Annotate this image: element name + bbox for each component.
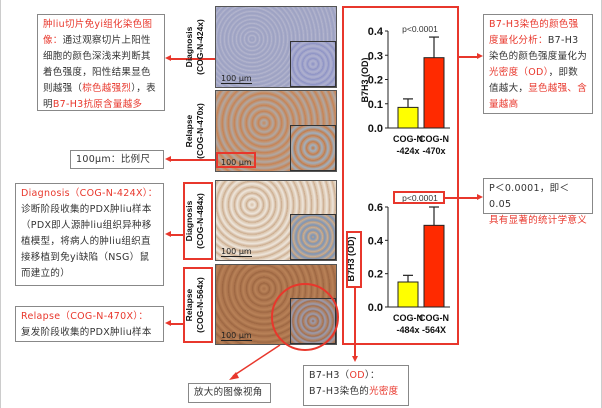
y-tick-label: 0.2 bbox=[368, 269, 383, 281]
y-tick-label: 0.0 bbox=[368, 302, 383, 314]
scale-bar-annotation: 100μm：比例尺 bbox=[70, 150, 164, 169]
y-axis-label: B7H3 (OD) bbox=[360, 57, 370, 102]
ihc-annotation: 肿liu切片免yi组化染色图像：通过观察切片上阳性细胞的颜色深浅来判断其着色强度… bbox=[37, 14, 165, 111]
relapse-body: 复发阶段收集的PDX肿liu样本 bbox=[21, 327, 152, 338]
quant-mid: ，即数值越大， bbox=[489, 67, 579, 94]
od-annotation: B7-H3（OD）： B7-H3染色的光密度 bbox=[303, 365, 409, 406]
arrow-icon bbox=[165, 156, 171, 162]
label-highlight bbox=[183, 182, 213, 260]
diagnosis-annotation: Diagnosis（COG-N-424X）： 诊断阶段收集的PDX肿liu样本（P… bbox=[15, 183, 164, 286]
scale-bar: 100 µm bbox=[221, 331, 252, 341]
x-tick-label: -564X bbox=[422, 325, 446, 335]
arrow-icon bbox=[165, 231, 171, 237]
x-tick-label: -470x bbox=[422, 146, 445, 156]
diagnosis-title: Diagnosis（COG-N-424X）： bbox=[21, 188, 158, 199]
quant-highlight: 光密度（OD） bbox=[489, 67, 549, 78]
ihc-title: 肿liu切片免yi组化染色图像： bbox=[43, 19, 153, 46]
x-tick-label: COG-N bbox=[419, 313, 449, 323]
x-tick-label: COG-N bbox=[419, 134, 449, 144]
zoom-view-annotation: 放大的图像视角 bbox=[188, 383, 271, 403]
ihc-highlight: 棕色越强烈 bbox=[82, 83, 132, 94]
p-value-label: p<0.0001 bbox=[402, 24, 438, 34]
bar bbox=[423, 224, 445, 308]
x-tick-label: -484x bbox=[396, 325, 419, 335]
quant-annotation: B7-H3染色的颜色强度量化分析：B7-H3染色的颜色强度量化为光密度（OD），… bbox=[483, 14, 593, 114]
y-tick-label: 0.3 bbox=[368, 50, 383, 62]
ylabel-highlight bbox=[346, 231, 362, 288]
bar bbox=[397, 106, 419, 129]
scale-bar-highlight bbox=[216, 152, 256, 168]
y-tick-label: 0.6 bbox=[368, 202, 383, 214]
arrow-icon bbox=[477, 53, 483, 59]
arrow-icon bbox=[165, 320, 171, 326]
connector bbox=[171, 323, 183, 325]
zoom-inset bbox=[290, 41, 336, 87]
connector bbox=[171, 234, 183, 236]
zoom-inset bbox=[290, 125, 336, 171]
label-highlight bbox=[183, 267, 213, 343]
pvalue-line2: 具有显著的统计学意义 bbox=[489, 215, 588, 226]
y-tick-label: 0.4 bbox=[368, 26, 384, 38]
x-tick-label: COG-N bbox=[393, 134, 423, 144]
ihc-body: 通过观察切片上阳性细胞的颜色深浅来判断其着色强度，阳性结果显色则越强（ bbox=[43, 35, 151, 94]
y-axis-label: B7H3 (OD) bbox=[346, 236, 356, 281]
x-tick-label: COG-N bbox=[393, 313, 423, 323]
quant-title: B7-H3染色的颜色强度量化分析： bbox=[489, 19, 579, 46]
pvalue-line1: P＜0.0001，即＜0.05 bbox=[489, 183, 570, 210]
y-tick-label: 0.4 bbox=[368, 235, 384, 247]
quant-highlight2: 显色越强、含量越高 bbox=[489, 83, 588, 110]
scale-bar: 100 µm bbox=[221, 247, 252, 257]
arrow-icon bbox=[477, 194, 483, 200]
connector bbox=[459, 56, 478, 58]
zoom-circle bbox=[271, 283, 339, 351]
scale-bar: 100 µm bbox=[221, 74, 252, 84]
relapse-annotation: Relapse（COG-N-470X）： 复发阶段收集的PDX肿liu样本 bbox=[15, 306, 164, 342]
arrow-icon bbox=[165, 55, 171, 61]
diagnosis-body: 诊断阶段收集的PDX肿liu样本（PDX即人源肿liu组织异种移植模型，将病人的… bbox=[21, 204, 152, 279]
ihc-mid: ），表明 bbox=[43, 83, 156, 110]
bar bbox=[397, 281, 419, 308]
quant-body: B7-H3染色的颜色强度量化为 bbox=[489, 35, 588, 62]
x-tick-label: -424x bbox=[396, 146, 419, 156]
p-value-label: p<0.0001 bbox=[402, 193, 438, 203]
ihc-highlight2: B7-H3抗原含量越多 bbox=[52, 99, 143, 110]
connector bbox=[354, 288, 356, 356]
connector bbox=[171, 58, 233, 60]
bar bbox=[423, 57, 445, 129]
ihc-image-relapse-470x: 100 µm bbox=[215, 90, 337, 172]
y-tick-label: 0.0 bbox=[368, 123, 383, 135]
y-tick-label: 0.1 bbox=[368, 99, 383, 111]
ihc-image-diagnosis-484x: 100 µm bbox=[215, 180, 337, 261]
y-tick-label: 0.2 bbox=[368, 75, 383, 87]
pvalue-highlight bbox=[393, 191, 445, 204]
zoom-inset bbox=[290, 214, 336, 260]
connector bbox=[445, 197, 478, 199]
pvalue-annotation: P＜0.0001，即＜0.05 具有显著的统计学意义 bbox=[483, 178, 593, 226]
arrow-icon bbox=[352, 356, 358, 362]
ihc-image-diagnosis-424x: 100 µm bbox=[215, 6, 337, 88]
charts-highlight bbox=[342, 6, 459, 345]
relapse-title: Relapse（COG-N-470X）： bbox=[21, 311, 149, 322]
connector bbox=[171, 159, 219, 161]
